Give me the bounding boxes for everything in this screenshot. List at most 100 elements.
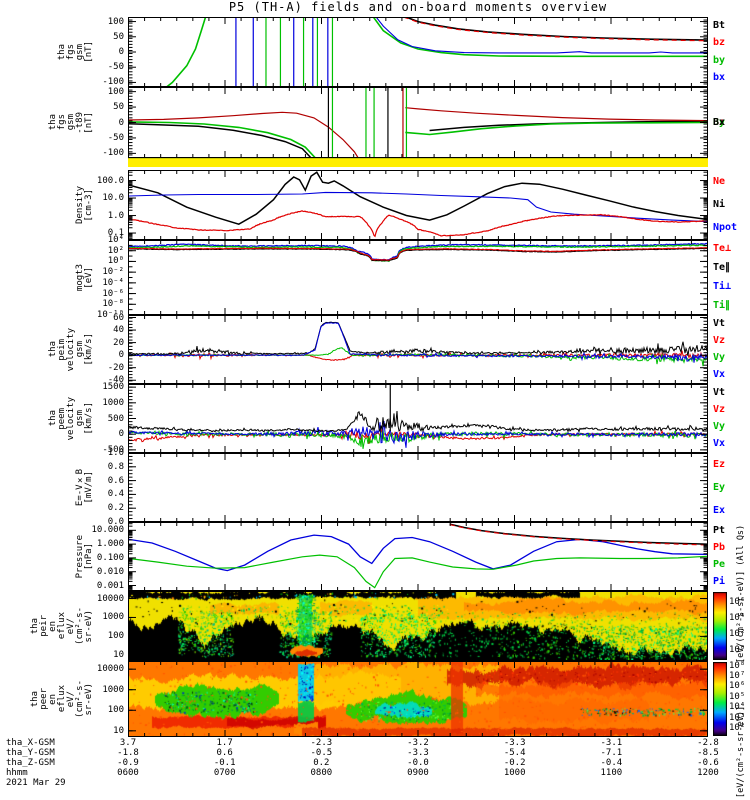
legend-label-Pi: Pi — [713, 576, 726, 588]
ytick-label: 10000 — [96, 593, 124, 604]
axis-row-label-thaZGSM: tha_Z-GSM — [6, 758, 55, 768]
axis-value: 3.7 — [119, 738, 137, 748]
legend-label-bx: bx — [713, 72, 726, 84]
panel-pressure — [128, 522, 708, 591]
ytick-label: -50 — [107, 62, 124, 73]
panel-frame — [128, 170, 708, 240]
ytick-label: 10 — [113, 650, 124, 661]
colorbar-0 — [713, 592, 727, 660]
legend-label-Ti: Ti∥ — [713, 299, 731, 311]
legend-label-Vz: Vz — [713, 334, 726, 346]
ytick-label: 10⁰ — [107, 256, 124, 267]
panel-peim-velocity — [128, 315, 708, 384]
series-group — [129, 523, 707, 589]
series-By-t89 — [129, 121, 316, 157]
axis-value: -7.1 — [600, 748, 623, 758]
panel-mogt3 — [128, 239, 708, 316]
legend-label-Bx: Bx — [713, 116, 726, 128]
ytick-label: 1.000 — [96, 539, 124, 550]
ytick-label: 100.0 — [96, 175, 124, 186]
ytick-label: 0.2 — [107, 503, 124, 514]
ytick-label: 20 — [113, 337, 124, 348]
page-title: P5 (TH-A) fields and on-board moments ov… — [228, 0, 608, 14]
colorbar-tick-label: 10³ — [729, 712, 746, 723]
ytick-label: 60 — [113, 312, 124, 323]
series-Vt — [129, 321, 707, 358]
mode-bar — [128, 158, 708, 167]
axis-value: -1.8 — [117, 748, 139, 758]
series-Bz-t89 — [405, 107, 707, 122]
panel-frame — [128, 240, 708, 315]
series-group — [129, 385, 707, 449]
legend-label-Npot: Npot — [713, 222, 738, 234]
ytick-label: 10⁻⁴ — [102, 277, 124, 288]
axis-value: -3.3 — [407, 748, 429, 758]
axis-value: 0700 — [213, 768, 236, 778]
legend-label-Bt: Bt — [713, 19, 726, 31]
ytick-label: 10 — [113, 725, 124, 736]
legend-label-Vx: Vx — [713, 369, 726, 381]
colorbar-tick-label: 10² — [729, 629, 746, 640]
ytick-label: 0 — [118, 47, 124, 57]
legend-label-Ni: Ni — [713, 199, 726, 210]
panel-frame — [128, 661, 708, 737]
axis-value: 1.7 — [216, 738, 233, 748]
ytick-label: 10000 — [96, 664, 124, 675]
colorbar-tick-label: 10⁵ — [729, 691, 746, 702]
axis-value: 0800 — [310, 768, 333, 778]
axis-value: -0.6 — [697, 758, 719, 768]
colorbar-tick-label: 10⁰ — [729, 645, 746, 656]
legend-label-Vx: Vx — [713, 438, 726, 450]
axis-value: 0.6 — [216, 748, 233, 758]
series-Vx — [129, 421, 707, 448]
ytick-label: 10⁻⁶ — [102, 288, 124, 299]
spectrogram-peir-en-eflux — [129, 592, 707, 660]
ytick-label: 0 — [118, 117, 124, 128]
series-by — [373, 18, 707, 58]
colorbar-unit-label: [eV/(cm²-s-sr-eV)] (All Qs) — [736, 524, 746, 663]
ytick-label: 0.8 — [107, 461, 124, 472]
panel-e-vxb — [128, 452, 708, 523]
series-group — [129, 321, 707, 367]
ytick-label: 1.0 — [107, 448, 124, 458]
axis-value: -5.4 — [503, 748, 526, 758]
legend-label-Ey: Ey — [713, 481, 726, 493]
ytick-label: 10.000 — [91, 525, 124, 536]
ytick-label: -40 — [107, 375, 124, 386]
axis-value: -0.2 — [503, 758, 526, 768]
legend-label-Te: Te∥ — [713, 262, 731, 274]
legend-label-Vt: Vt — [713, 386, 726, 398]
axis-value: 0900 — [407, 768, 429, 778]
legend-label-Pe: Pe — [713, 559, 726, 571]
panel-frame — [128, 453, 708, 522]
panel-frame — [128, 17, 708, 87]
panel-peir-en-eflux — [128, 591, 708, 661]
axis-value: -3.1 — [600, 738, 623, 748]
series-Te-perp — [129, 247, 707, 261]
series-Pi — [129, 534, 707, 572]
series-group — [166, 18, 707, 86]
ytick-label: 10⁻¹⁰ — [96, 310, 124, 320]
axis-value: -2.3 — [310, 738, 333, 748]
ytick-label: -100 — [102, 77, 124, 88]
series-Bx-t89 — [129, 122, 312, 157]
axis-value: -0.4 — [600, 758, 623, 768]
ytick-label: -100 — [102, 148, 124, 159]
ytick-label: 0 — [118, 429, 124, 440]
axis-value: 0600 — [117, 768, 139, 778]
legend-label-By: By — [713, 116, 726, 128]
series-Vx — [129, 322, 707, 363]
colorbar-tick-label: 10⁴ — [729, 702, 746, 713]
series-by — [166, 18, 207, 86]
ytick-label: 0.0 — [107, 517, 124, 527]
panel-peem-velocity — [128, 384, 708, 453]
ytick-label: 10⁻⁸ — [102, 299, 124, 310]
legend-label-Ex: Ex — [713, 504, 726, 516]
panel-frame — [128, 315, 708, 384]
axis-value: -0.5 — [310, 748, 333, 758]
panel-fgs-gsm-t89 — [128, 87, 708, 158]
ytick-label: 100 — [107, 631, 124, 642]
legend-label-bz: bz — [713, 37, 726, 49]
colorbar-tick-label: 10⁷ — [729, 671, 746, 682]
